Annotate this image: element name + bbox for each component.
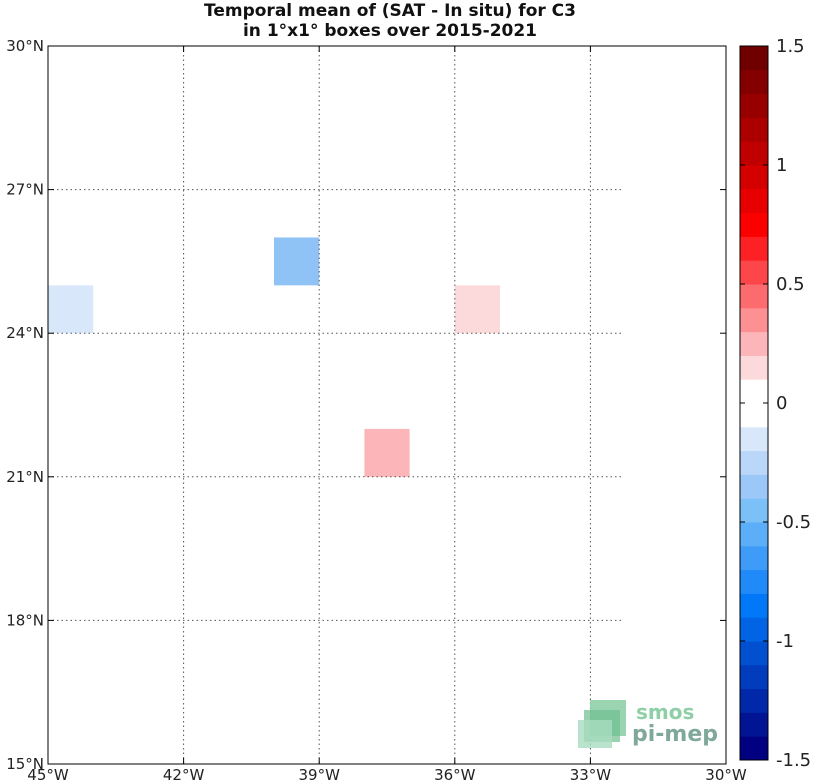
colorbar-segment-26 xyxy=(740,117,768,142)
lat-tick-label-4: 27°N xyxy=(6,181,44,199)
data-boxes xyxy=(48,237,500,477)
colorbar-segment-18 xyxy=(740,307,768,333)
colorbar-segment-2 xyxy=(740,688,768,713)
lon-tick-label-4: 33°W xyxy=(570,766,612,782)
logo-text-pimep: pi-mep xyxy=(632,722,718,747)
colorbar-segment-20 xyxy=(740,260,768,285)
logo-mark-front xyxy=(578,720,612,748)
logo-text-smos: smos xyxy=(636,700,694,724)
colorbar-segment-19 xyxy=(740,284,768,309)
colorbar-segment-29 xyxy=(740,46,768,71)
lat-tick-label-0: 15°N xyxy=(6,755,44,773)
colorbar-segment-9 xyxy=(740,522,768,547)
map-frame xyxy=(47,45,727,765)
colorbar-segment-22 xyxy=(740,212,768,237)
colorbar-segment-17 xyxy=(740,331,768,356)
colorbar-segment-10 xyxy=(740,498,768,523)
axis-ticks: 45°W 42°W 39°W 36°W 33°W 30°W 15°N 18°N 21°N 24°N… xyxy=(6,37,747,782)
colorbar-segment-27 xyxy=(740,93,768,118)
data-box-0 xyxy=(48,285,94,334)
colorbar-segment-15 xyxy=(740,379,768,404)
lon-tick-label-0: 45°W xyxy=(27,766,69,782)
colorbar-segment-4 xyxy=(740,641,768,666)
colorbar-tick-label-0: 1.5 xyxy=(776,36,805,57)
colorbar-segment-21 xyxy=(740,236,768,261)
colorbar-tick-label-6: -1.5 xyxy=(776,750,811,771)
colorbar-segment-6 xyxy=(740,593,768,618)
smos-pi-mep-logo: smos pi-mep xyxy=(578,700,718,748)
colorbar-segment-3 xyxy=(740,664,768,690)
colorbar-segment-14 xyxy=(740,403,768,428)
lat-tick-label-2: 21°N xyxy=(6,468,44,486)
colorbar-segment-25 xyxy=(740,141,768,166)
colorbar-tick-label-1: 1 xyxy=(776,155,787,176)
lon-tick-label-3: 36°W xyxy=(434,766,476,782)
colorbar-segment-1 xyxy=(740,712,768,737)
lon-tick-label-5: 30°W xyxy=(705,766,747,782)
data-box-3 xyxy=(364,428,410,477)
colorbar-segment-16 xyxy=(740,355,768,380)
colorbar-segment-23 xyxy=(740,188,768,214)
colorbar: 1.5 1 0.5 0 -0.5 -1 -1.5 xyxy=(739,36,811,771)
colorbar-tick-label-4: -0.5 xyxy=(776,512,811,533)
lat-tick-label-3: 24°N xyxy=(6,324,44,342)
colorbar-tick-label-3: 0 xyxy=(776,393,787,414)
colorbar-segment-11 xyxy=(740,474,768,499)
lat-tick-label-5: 30°N xyxy=(6,37,44,55)
colorbar-tick-label-2: 0.5 xyxy=(776,274,805,295)
colorbar-segment-13 xyxy=(740,426,768,452)
lon-tick-label-1: 42°W xyxy=(163,766,205,782)
colorbar-segment-24 xyxy=(740,165,768,190)
colorbar-segment-5 xyxy=(740,617,768,642)
lat-tick-label-1: 18°N xyxy=(6,611,44,629)
colorbar-segment-8 xyxy=(740,545,768,571)
data-box-1 xyxy=(274,237,320,286)
colorbar-tick-label-5: -1 xyxy=(776,631,794,652)
colorbar-segment-28 xyxy=(740,69,768,95)
colorbar-segment-0 xyxy=(740,736,768,761)
lon-tick-label-2: 39°W xyxy=(298,766,340,782)
colorbar-segment-7 xyxy=(740,569,768,594)
gridlines xyxy=(48,46,623,764)
data-box-2 xyxy=(454,285,500,334)
map-title-line2: in 1°x1° boxes over 2015-2021 xyxy=(242,21,538,41)
colorbar-segment-12 xyxy=(740,450,768,475)
map-title-line1: Temporal mean of (SAT - In situ) for C3 xyxy=(204,1,576,21)
